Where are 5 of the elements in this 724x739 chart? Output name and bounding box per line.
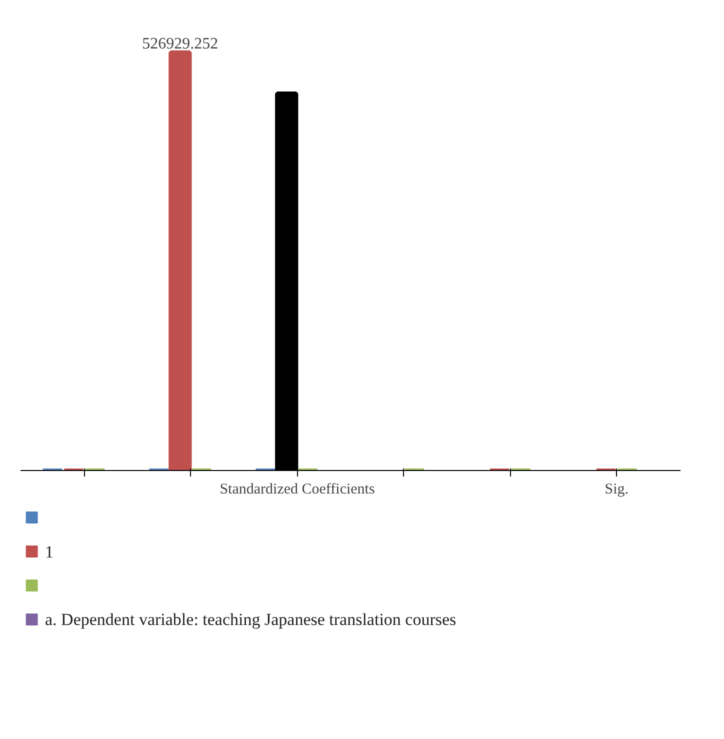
- data-label: 526929.252: [142, 35, 218, 52]
- x-tick-label: Sig.: [604, 482, 629, 498]
- legend-label: 1: [45, 542, 54, 562]
- x-tick-label: Standardized Coefficients: [220, 482, 375, 498]
- legend-label: a. Dependent variable: teaching Japanese translation courses: [45, 610, 456, 629]
